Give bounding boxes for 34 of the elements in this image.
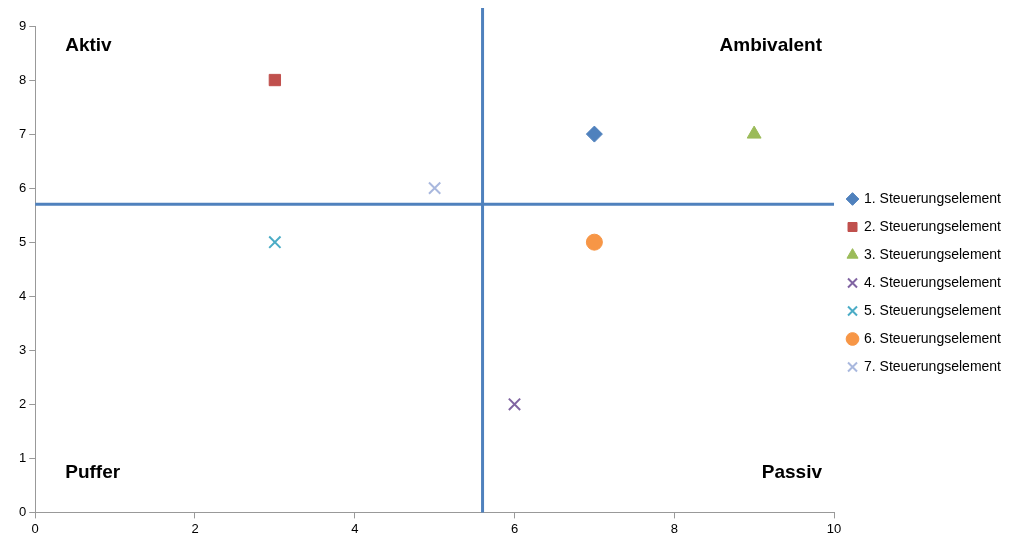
x-tick-label: 0 xyxy=(31,520,39,536)
x-tick-label: 2 xyxy=(191,520,199,536)
y-tick-label: 0 xyxy=(19,503,27,519)
x-tick-label: 4 xyxy=(351,520,359,536)
point xyxy=(268,235,282,249)
point xyxy=(427,181,442,195)
y-tick-label: 9 xyxy=(19,17,27,33)
legend-label: 3. Steuerungselement xyxy=(864,245,1002,262)
annotation: Puffer xyxy=(65,460,121,482)
y-tick-label: 8 xyxy=(19,71,27,87)
y-tick-label: 4 xyxy=(19,287,27,303)
legend-label: 7. Steuerungselement xyxy=(864,357,1002,374)
y-tick-label: 2 xyxy=(19,395,27,411)
y-tick-label: 3 xyxy=(19,341,27,357)
y-tick-label: 1 xyxy=(19,449,27,465)
y-tick-label: 5 xyxy=(19,233,27,249)
point xyxy=(268,73,282,87)
x-tick-label: 6 xyxy=(510,520,519,536)
point xyxy=(746,125,762,139)
legend-label: 5. Steuerungselement xyxy=(864,301,1002,318)
point xyxy=(507,397,522,411)
x-tick-label: 8 xyxy=(670,520,678,536)
x-tick-label: 10 xyxy=(826,520,842,536)
annotation: Ambivalent xyxy=(719,34,823,56)
legend-label: 6. Steuerungselement xyxy=(864,329,1002,346)
point xyxy=(585,233,603,251)
y-tick-label: 6 xyxy=(19,179,27,195)
legend-label: 2. Steuerungselement xyxy=(864,217,1002,234)
point xyxy=(585,125,603,143)
y-tick-label: 7 xyxy=(19,125,27,141)
annotation: Passiv xyxy=(761,460,823,482)
annotation: Aktiv xyxy=(65,34,113,56)
legend-label: 4. Steuerungselement xyxy=(864,273,1002,290)
legend-label: 1. Steuerungselement xyxy=(864,189,1002,206)
